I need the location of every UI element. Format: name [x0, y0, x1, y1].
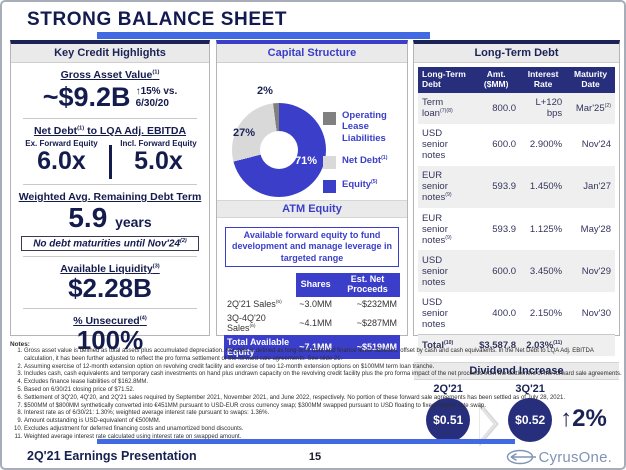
slice-label-op-lease: 2% [257, 85, 273, 97]
footnote: $500MM of $800MM synthetically converted… [24, 403, 622, 411]
col-header-maturity: Maturity Date [566, 67, 615, 93]
col-header-name: Long-Term Debt [418, 67, 473, 93]
footnote: Interest rate as of 6/30/21: 1.30%; weig… [24, 410, 622, 418]
no-maturities-callout: No debt maturities until Nov'24(2) [21, 236, 199, 252]
dividend-2q21-value: $0.51 [426, 397, 471, 442]
gross-asset-change: ↑15% vs. 6/30/20 [135, 86, 178, 109]
footnote: Assuming exercise of 12-month extension … [24, 364, 622, 372]
col-header-proceeds: Est. Net Proceeds [335, 272, 400, 297]
footnote: Amount outstanding is USD-equivalent of … [24, 418, 622, 426]
debt-term-value: 5.9 years [68, 202, 152, 233]
legend-item-op-lease: Operating Lease Liabilities [323, 110, 410, 145]
table-header-row: Shares Est. Net Proceeds [224, 272, 400, 297]
atm-equity-callout: Available forward equity to fund develop… [225, 227, 399, 267]
page-number: 15 [308, 451, 322, 463]
leverage-ratios: Ex. Forward Equity 6.0x Incl. Forward Eq… [11, 139, 209, 179]
cyrusone-logo-icon [506, 449, 536, 465]
legend-swatch-op-lease [323, 112, 336, 125]
table-total-row: Total Available Equity ~7.1MM ~$519MM [224, 334, 400, 359]
divider [23, 184, 197, 185]
footnotes-list: Gross asset value is defined as total as… [24, 348, 622, 442]
dividend-3q21-value: $0.52 [508, 397, 553, 442]
long-term-debt-header: Long-Term Debt [414, 44, 619, 63]
table-row: USD senior notes 600.0 3.450% Nov'29 [418, 250, 615, 293]
capital-structure-panel: Capital Structure 2% 27% 71% Operating L… [216, 40, 408, 359]
capital-structure-chart: 2% 27% 71% Operating Lease Liabilities N… [217, 63, 407, 200]
footnotes: Notes: Gross asset value is defined as t… [10, 341, 622, 442]
atm-equity-header: ATM Equity [217, 200, 407, 218]
incl-forward-equity-value: 5.0x [134, 147, 183, 175]
table-row: EUR senior notes(9) 593.9 1.450% Jan'27 [418, 165, 615, 208]
gross-asset-value-amount: ~$9.2B [42, 82, 131, 112]
capital-structure-donut [232, 103, 326, 197]
legend-item-equity: Equity(5) [323, 179, 410, 193]
long-term-debt-table: Long-Term Debt Amt. ($MM) Interest Rate … [418, 67, 615, 356]
dividend-change: ↑2% [560, 404, 607, 432]
dividend-3q21: 3Q'21 $0.52 [508, 382, 553, 442]
divider [23, 256, 197, 258]
long-term-debt-panel: Long-Term Debt Long-Term Debt Amt. ($MM)… [413, 40, 620, 446]
table-header-row: Long-Term Debt Amt. ($MM) Interest Rate … [418, 67, 615, 93]
net-debt-ebitda-label: Net Debt(1) to LQA Adj. EBITDA [33, 125, 187, 137]
key-credit-highlights-panel: Key Credit Highlights Gross Asset Value(… [10, 40, 210, 353]
table-row: 2Q'21 Sales(6) ~3.0MM ~$232MM [227, 298, 397, 309]
gross-asset-value: ~$9.2B ↑15% vs. 6/30/20 [11, 82, 209, 113]
atm-equity-table: Shares Est. Net Proceeds 2Q'21 Sales(6) … [224, 272, 400, 359]
footnote: Gross asset value is defined as total as… [24, 348, 622, 364]
col-header-shares: Shares [296, 272, 336, 297]
cyrusone-logo-text: CyrusOne. [538, 448, 612, 466]
footnote: Weighted average interest rate calculate… [24, 434, 622, 442]
dividend-increase-header: Dividend Increase [414, 361, 619, 380]
ex-forward-equity-value: 6.0x [37, 147, 86, 175]
key-credit-highlights-header: Key Credit Highlights [11, 44, 209, 63]
divider-bar [108, 145, 112, 179]
col-header-amt: Amt. ($MM) [472, 67, 521, 93]
ex-forward-equity-label: Ex. Forward Equity [25, 139, 98, 148]
col-header-rate: Interest Rate [520, 67, 567, 93]
available-liquidity-value: $2.28B [68, 273, 152, 304]
divider [23, 307, 197, 309]
dividend-3q21-label: 3Q'21 [515, 382, 545, 395]
up-arrow-icon: ↑ [560, 404, 573, 432]
chart-legend: Operating Lease Liabilities Net Debt(1) … [323, 110, 410, 193]
unsecured-label: % Unsecured(4) [73, 314, 147, 327]
chevron-right-icon [479, 401, 499, 446]
footnote: Settlement of 3Q'20, 4Q'20, and 2Q'21 sa… [24, 395, 622, 403]
table-row: EUR senior notes(9) 593.9 1.125% May'28 [422, 212, 611, 246]
debt-term-label: Weighted Avg. Remaining Debt Term [18, 191, 202, 203]
unsecured-value: 100% [76, 324, 144, 355]
donut-hole [260, 131, 298, 169]
divider [23, 118, 197, 119]
slice-label-net-debt: 27% [233, 127, 256, 139]
cyrusone-logo: CyrusOne. [505, 446, 613, 468]
available-liquidity-label: Available Liquidity(3) [60, 263, 160, 276]
gross-asset-value-label: Gross Asset Value(1) [60, 69, 160, 81]
table-row: Term loan(7)(8) 800.0 L+120 bps Mar'25(2… [418, 92, 615, 124]
presentation-title: 2Q'21 Earnings Presentation [27, 449, 197, 463]
dividend-2q21-label: 2Q'21 [433, 382, 463, 395]
footnote: Excludes adjustment for deferred financi… [24, 426, 622, 434]
legend-swatch-net-debt [323, 155, 336, 169]
incl-forward-equity-label: Incl. Forward Equity [120, 139, 197, 148]
table-row: USD senior notes 600.0 2.900% Nov'24 [422, 128, 611, 162]
footnote: Includes cash, cash equivalents and temp… [24, 371, 622, 379]
dividend-increase: 2Q'21 $0.51 3Q'21 $0.52 ↑2% [414, 383, 619, 447]
legend-item-net-debt: Net Debt(1) [323, 155, 410, 169]
footnote: Excludes finance lease liabilities of $1… [24, 379, 622, 387]
title-underline-bar [97, 32, 430, 39]
footnote: Based on 6/30/21 closing price of $71.52… [24, 387, 622, 395]
footer-accent-bar [97, 439, 515, 444]
dividend-2q21: 2Q'21 $0.51 [426, 382, 471, 442]
page-title: STRONG BALANCE SHEET [27, 9, 288, 30]
slice-label-equity: 71% [295, 155, 318, 167]
table-row: USD senior notes 400.0 2.150% Nov'30 [422, 296, 611, 330]
legend-swatch-equity [323, 179, 336, 193]
table-row: 3Q-4Q'20 Sales(6) ~4.1MM ~$287MM [227, 312, 397, 333]
footnotes-heading: Notes: [10, 341, 30, 348]
capital-structure-header: Capital Structure [217, 44, 407, 63]
table-total-row: Total(10) $3,587.8 2.03%(11) [418, 334, 615, 356]
